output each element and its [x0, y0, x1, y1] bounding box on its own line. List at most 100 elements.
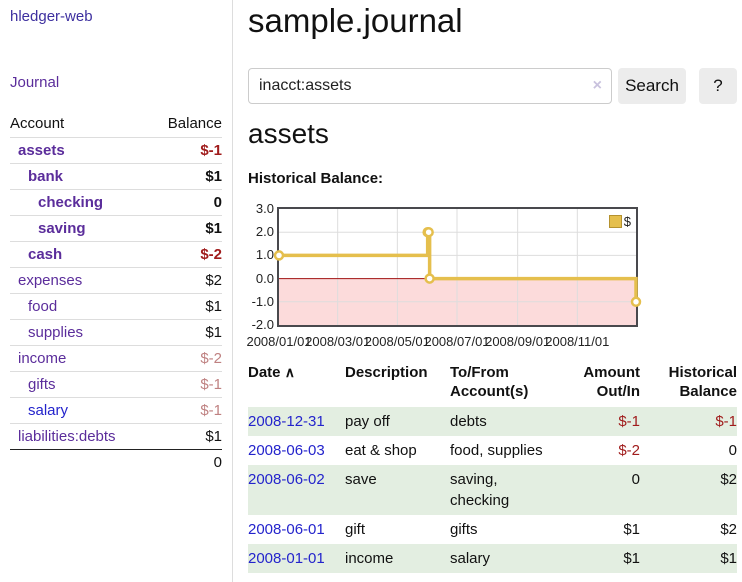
sidebar: hledger-web Journal Account Balance asse… — [0, 0, 233, 582]
account-balance: $1 — [150, 163, 222, 190]
accounts-total-value: 0 — [150, 449, 222, 475]
search-input[interactable] — [259, 69, 579, 103]
transaction-accounts: saving, checking — [450, 465, 552, 516]
historical-balance-chart: $ 3.0 2.0 1.0 0.0 -1.0 -2.0 2008/01/01 2008/03… — [246, 201, 737, 351]
legend-label: $ — [623, 214, 631, 229]
account-link[interactable]: income — [18, 350, 67, 367]
transaction-description: eat & shop — [345, 442, 417, 460]
chart-plot-area: $ — [273, 207, 642, 327]
y-axis-tick-label: -2.0 — [251, 317, 274, 332]
account-balance: $1 — [150, 319, 222, 346]
register-row: 2008-06-02 save saving, checking 0 $2 — [248, 465, 737, 516]
x-axis-tick-label: 2008/01/01 — [246, 334, 312, 349]
account-balance: $-1 — [150, 137, 222, 164]
y-axis-tick-label: 0.0 — [255, 270, 274, 286]
help-button[interactable]: ? — [699, 68, 737, 104]
account-row: supplies $1 — [10, 319, 222, 346]
app-title-link[interactable]: hledger-web — [10, 8, 93, 25]
x-axis-tick-label: 2008/09/01 — [485, 334, 551, 349]
y-axis-tick-label: 2.0 — [255, 224, 274, 240]
transaction-date-link[interactable]: 2008-06-02 — [248, 471, 325, 489]
x-axis-tick-label: 2008/11/01 — [545, 334, 610, 349]
account-link[interactable]: supplies — [28, 324, 84, 341]
transaction-balance: 0 — [728, 442, 737, 460]
search-form: × Search ? — [248, 68, 737, 104]
register-header-row: Date ∧ Description To/From Account(s) Am… — [248, 360, 737, 407]
account-row: saving $1 — [10, 215, 222, 242]
transaction-accounts: food, supplies — [450, 442, 543, 460]
chart-title: Historical Balance: — [248, 170, 384, 187]
chart-canvas — [273, 209, 642, 325]
sort-ascending-icon: ∧ — [284, 364, 295, 380]
transaction-date-link[interactable]: 2008-06-01 — [248, 521, 325, 539]
register-header-amount: Amount Out/In — [583, 364, 640, 401]
account-link[interactable]: liabilities:debts — [18, 428, 116, 445]
transaction-accounts: debts — [450, 407, 552, 437]
transaction-description: save — [345, 465, 450, 516]
account-row: food $1 — [10, 293, 222, 320]
account-row: cash $-2 — [10, 241, 222, 268]
account-link[interactable]: cash — [28, 246, 63, 263]
transaction-date-link[interactable]: 2008-12-31 — [248, 413, 325, 431]
y-axis-tick-label: 1.0 — [255, 247, 274, 263]
y-axis-tick-label: -1.0 — [251, 293, 274, 309]
transaction-amount: 0 — [552, 465, 640, 516]
transaction-amount: $-2 — [618, 442, 640, 460]
transaction-balance: $2 — [640, 465, 737, 516]
clear-search-icon[interactable]: × — [592, 77, 602, 94]
account-row: bank $1 — [10, 163, 222, 190]
account-link[interactable]: bank — [28, 168, 64, 185]
accounts-header-account: Account — [10, 115, 65, 132]
account-balance: $2 — [150, 267, 222, 294]
register-table: Date ∧ Description To/From Account(s) Am… — [248, 360, 737, 574]
x-axis-tick-label: 2008/07/01 — [424, 334, 490, 349]
register-row: 2008-12-31 pay off debts $-1 $-1 — [248, 407, 737, 437]
accounts-total-row: 0 — [10, 449, 222, 475]
account-balance: $-2 — [150, 241, 222, 268]
account-link[interactable]: assets — [18, 142, 65, 159]
transaction-amount: $-1 — [552, 407, 640, 437]
transaction-description: pay off — [345, 407, 450, 437]
register-header-balance: Historical Balance — [668, 364, 737, 401]
register-header-date[interactable]: Date ∧ — [248, 364, 295, 381]
account-link[interactable]: saving — [38, 220, 86, 237]
transaction-description: income — [345, 544, 450, 574]
account-balance: $1 — [150, 423, 222, 450]
register-row: 2008-06-03 eat & shop food, supplies $-2 0 — [248, 436, 737, 465]
page-title: sample.journal — [248, 2, 463, 39]
search-box: × — [248, 68, 612, 104]
transaction-description: gift — [345, 521, 366, 539]
account-balance: $-2 — [150, 345, 222, 372]
account-link[interactable]: gifts — [28, 376, 56, 393]
x-axis-tick-label: 2008/03/01 — [305, 334, 371, 349]
account-row: salary $-1 — [10, 397, 222, 424]
transaction-balance: $2 — [720, 521, 737, 539]
register-header-accounts: To/From Account(s) — [450, 364, 529, 401]
transaction-balance: $1 — [640, 544, 737, 574]
account-row: income $-2 — [10, 345, 222, 372]
transaction-amount: $1 — [552, 544, 640, 574]
account-balance: $1 — [150, 215, 222, 242]
register-row: 2008-01-01 income salary $1 $1 — [248, 544, 737, 574]
account-link[interactable]: food — [28, 298, 58, 315]
transaction-date-link[interactable]: 2008-06-03 — [248, 442, 325, 460]
transaction-balance: $-1 — [640, 407, 737, 437]
accounts-table: Account Balance assets $-1 bank $1 checking 0… — [10, 111, 222, 475]
account-balance: $1 — [150, 293, 222, 320]
sidebar-item-journal[interactable]: Journal — [10, 74, 60, 91]
account-row: liabilities:debts $1 — [10, 423, 222, 450]
account-row: gifts $-1 — [10, 371, 222, 398]
accounts-header-balance: Balance — [167, 115, 222, 132]
account-balance: $-1 — [150, 371, 222, 398]
transaction-date-link[interactable]: 2008-01-01 — [248, 550, 325, 568]
search-button[interactable]: Search — [618, 68, 686, 104]
accounts-table-body: assets $-1 bank $1 checking 0 saving $1 cash $-2 e… — [10, 137, 222, 450]
account-link[interactable]: expenses — [18, 272, 83, 289]
transaction-accounts: salary — [450, 544, 552, 574]
x-axis-tick-label: 2008/05/01 — [364, 334, 430, 349]
register-header-description: Description — [345, 364, 428, 381]
chart-legend: $ — [608, 214, 631, 229]
account-link[interactable]: salary — [28, 402, 69, 419]
y-axis-tick-label: 3.0 — [255, 201, 274, 216]
account-link[interactable]: checking — [38, 194, 104, 211]
